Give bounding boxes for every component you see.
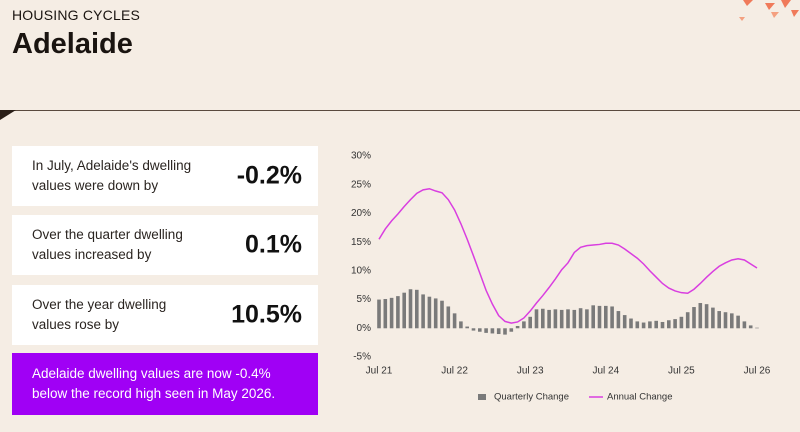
x-tick-label: Jul 23	[517, 366, 544, 377]
bar	[509, 328, 514, 332]
x-tick-label: Jul 26	[744, 366, 771, 377]
bar	[427, 296, 432, 329]
bar	[503, 328, 507, 335]
note-card: Adelaide dwelling values are now -0.4% b…	[12, 353, 318, 415]
bar	[522, 321, 526, 329]
line	[378, 187, 758, 324]
bar	[389, 297, 394, 329]
bar	[755, 327, 759, 329]
chart: 30% 25% 20% 15% 10% 5% 0% -5% Jul 21 Jul 22 Jul 23…	[351, 151, 771, 403]
bar	[616, 311, 621, 329]
bar	[402, 292, 406, 329]
x-tick-label: Jul 22	[441, 366, 468, 377]
y-tick-label: 10%	[351, 265, 371, 276]
bar	[572, 309, 577, 329]
kicker: HOUSING CYCLES	[12, 7, 141, 23]
bar	[528, 316, 532, 329]
bar	[421, 294, 425, 329]
bar	[667, 320, 671, 329]
bar	[748, 325, 753, 329]
bar	[471, 328, 476, 331]
bar	[648, 321, 652, 329]
bar	[408, 289, 413, 329]
y-tick-label: 15%	[351, 237, 371, 248]
bar	[622, 315, 627, 329]
bar	[692, 307, 696, 329]
bar	[585, 309, 589, 329]
bar	[736, 315, 740, 329]
bar	[635, 321, 640, 329]
legend-label: Annual Change	[607, 392, 673, 403]
bar	[629, 318, 633, 329]
bar	[478, 328, 482, 332]
bar	[490, 328, 495, 334]
y-tick-label: 5%	[357, 294, 372, 305]
bar	[604, 305, 608, 329]
y-tick-label: 25%	[351, 179, 371, 190]
bar	[383, 298, 388, 329]
bar	[660, 321, 665, 329]
bar	[496, 328, 501, 335]
bar	[377, 299, 381, 329]
x-tick-label: Jul 25	[668, 366, 695, 377]
bar	[654, 320, 658, 329]
legend-swatch	[478, 394, 486, 400]
bar	[723, 312, 728, 329]
bar	[730, 313, 734, 329]
stat-card: Over the year dwelling values rose by 10…	[12, 285, 318, 345]
y-tick-label: 20%	[351, 208, 371, 219]
bar	[717, 311, 721, 329]
stat-card: In July, Adelaide's dwelling values were…	[12, 146, 318, 206]
divider-marker	[0, 110, 16, 120]
bar	[742, 321, 747, 329]
bar	[591, 305, 595, 329]
y-tick-label: -5%	[353, 352, 371, 363]
bar	[534, 309, 539, 329]
bar	[440, 300, 444, 329]
bar	[610, 306, 614, 329]
stat-text: Over the quarter dwelling values increas…	[32, 227, 183, 262]
stat-value: 10.5%	[231, 300, 302, 329]
bar	[679, 316, 684, 329]
divider	[0, 110, 800, 111]
stat-text: Over the year dwelling values rose by	[32, 297, 167, 332]
bar	[459, 321, 463, 329]
legend-label: Quarterly Change	[494, 392, 569, 403]
page-title: Adelaide	[12, 28, 133, 60]
stat-value: -0.2%	[236, 161, 302, 190]
stat-value: 0.1%	[245, 230, 302, 259]
bar	[685, 312, 690, 329]
bar	[559, 309, 564, 329]
bar	[541, 308, 545, 329]
y-tick-label: 30%	[351, 151, 371, 162]
bar	[415, 289, 419, 329]
bar	[553, 309, 558, 329]
bar	[673, 319, 677, 329]
bar	[641, 322, 646, 329]
bar	[597, 305, 602, 329]
bar	[547, 309, 551, 329]
bar	[578, 308, 583, 329]
x-tick-label: Jul 24	[592, 366, 619, 377]
bar	[704, 304, 709, 329]
bar	[446, 306, 451, 329]
bar	[465, 326, 469, 329]
bar	[433, 298, 438, 329]
stat-text: In July, Adelaide's dwelling values were…	[32, 158, 192, 193]
x-tick-label: Jul 21	[366, 366, 393, 377]
bar	[452, 313, 457, 329]
y-tick-label: 0%	[357, 323, 372, 334]
bar	[566, 309, 570, 329]
bar	[484, 328, 488, 333]
decoration	[739, 0, 799, 21]
stat-card: Over the quarter dwelling values increas…	[12, 215, 318, 275]
bar	[515, 325, 520, 329]
bar	[698, 303, 703, 329]
bar	[396, 296, 400, 329]
bar	[711, 307, 715, 329]
